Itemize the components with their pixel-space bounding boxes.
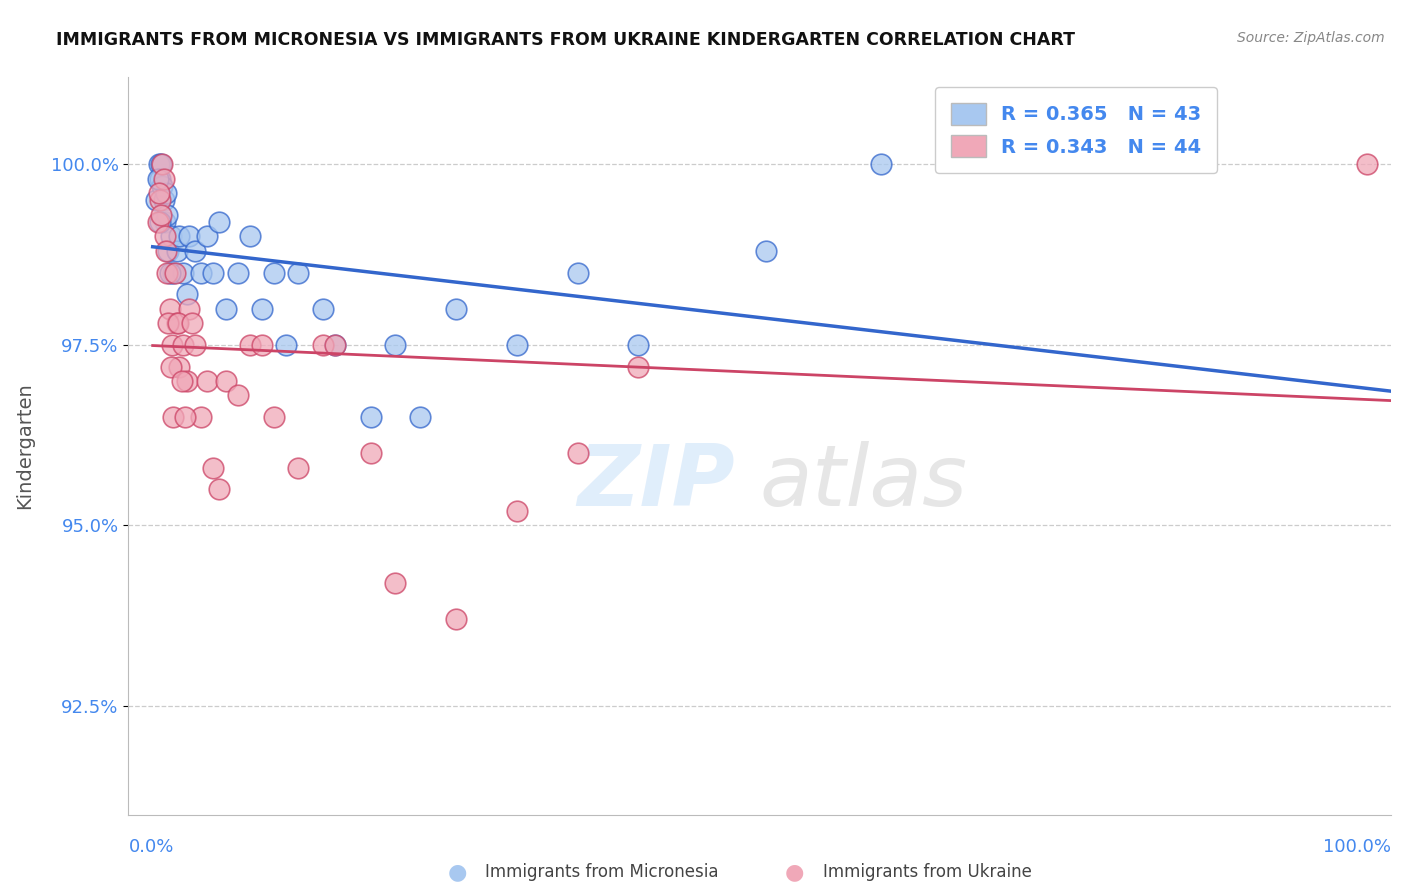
Point: [146, 215, 169, 229]
Point: [202, 266, 225, 280]
Point: [166, 316, 188, 330]
Point: [214, 301, 236, 316]
Point: [157, 244, 180, 258]
Point: [162, 410, 184, 425]
Point: [176, 374, 198, 388]
Point: [323, 338, 346, 352]
Point: [160, 359, 183, 374]
Point: [208, 215, 231, 229]
Point: [444, 301, 467, 316]
Point: [287, 266, 309, 280]
Point: [167, 316, 190, 330]
Text: 0.0%: 0.0%: [128, 838, 174, 855]
Point: [190, 266, 212, 280]
Point: [409, 410, 432, 425]
Point: [506, 504, 529, 518]
Point: [177, 229, 200, 244]
Point: [627, 359, 650, 374]
Point: [444, 612, 467, 626]
Text: IMMIGRANTS FROM MICRONESIA VS IMMIGRANTS FROM UKRAINE KINDERGARTEN CORRELATION C: IMMIGRANTS FROM MICRONESIA VS IMMIGRANTS…: [56, 31, 1076, 49]
Point: [149, 171, 172, 186]
Point: [250, 301, 273, 316]
Point: [276, 338, 298, 352]
Text: ZIP: ZIP: [576, 442, 734, 524]
Point: [190, 410, 212, 425]
Point: [150, 208, 173, 222]
Point: [195, 374, 218, 388]
Point: [567, 446, 589, 460]
Point: [159, 266, 181, 280]
Point: [153, 229, 176, 244]
Point: [152, 171, 174, 186]
Point: [177, 301, 200, 316]
Point: [567, 266, 589, 280]
Point: [239, 338, 262, 352]
Point: [156, 266, 179, 280]
Point: [311, 338, 333, 352]
Point: [163, 266, 186, 280]
Point: [263, 266, 285, 280]
Point: [195, 229, 218, 244]
Point: [169, 229, 191, 244]
Point: [149, 194, 172, 208]
Point: [152, 194, 174, 208]
Point: [239, 229, 262, 244]
Point: [360, 410, 382, 425]
Text: Source: ZipAtlas.com: Source: ZipAtlas.com: [1237, 31, 1385, 45]
Point: [148, 186, 170, 200]
Point: [870, 157, 893, 171]
Point: [172, 266, 194, 280]
Point: [214, 374, 236, 388]
Point: [1355, 157, 1378, 171]
Point: [180, 316, 202, 330]
Point: [146, 171, 169, 186]
Point: [627, 338, 650, 352]
Point: [155, 244, 177, 258]
Point: [287, 460, 309, 475]
Point: [166, 244, 188, 258]
Point: [160, 338, 183, 352]
Y-axis label: Kindergarten: Kindergarten: [15, 383, 34, 509]
Point: [150, 157, 173, 171]
Point: [153, 215, 176, 229]
Point: [208, 483, 231, 497]
Point: [323, 338, 346, 352]
Point: [169, 359, 191, 374]
Point: [148, 157, 170, 171]
Text: 100.0%: 100.0%: [1323, 838, 1391, 855]
Point: [159, 301, 181, 316]
Point: [174, 410, 197, 425]
Text: atlas: atlas: [759, 442, 967, 524]
Point: [226, 388, 249, 402]
Point: [170, 374, 193, 388]
Point: [172, 338, 194, 352]
Point: [145, 194, 167, 208]
Point: [149, 215, 172, 229]
Point: [150, 157, 173, 171]
Point: [156, 208, 179, 222]
Point: [506, 338, 529, 352]
Point: [250, 338, 273, 352]
Point: [162, 266, 184, 280]
Point: [311, 301, 333, 316]
Point: [202, 460, 225, 475]
Point: [184, 244, 207, 258]
Legend: R = 0.365   N = 43, R = 0.343   N = 44: R = 0.365 N = 43, R = 0.343 N = 44: [935, 87, 1218, 173]
Point: [755, 244, 778, 258]
Point: [184, 338, 207, 352]
Point: [360, 446, 382, 460]
Point: [226, 266, 249, 280]
Text: Immigrants from Ukraine: Immigrants from Ukraine: [823, 863, 1032, 881]
Point: [150, 178, 173, 193]
Text: Immigrants from Micronesia: Immigrants from Micronesia: [485, 863, 718, 881]
Point: [384, 576, 406, 591]
Point: [384, 338, 406, 352]
Point: [263, 410, 285, 425]
Point: [155, 186, 177, 200]
Text: ●: ●: [785, 863, 804, 882]
Point: [160, 229, 183, 244]
Point: [157, 316, 180, 330]
Text: ●: ●: [447, 863, 467, 882]
Point: [176, 287, 198, 301]
